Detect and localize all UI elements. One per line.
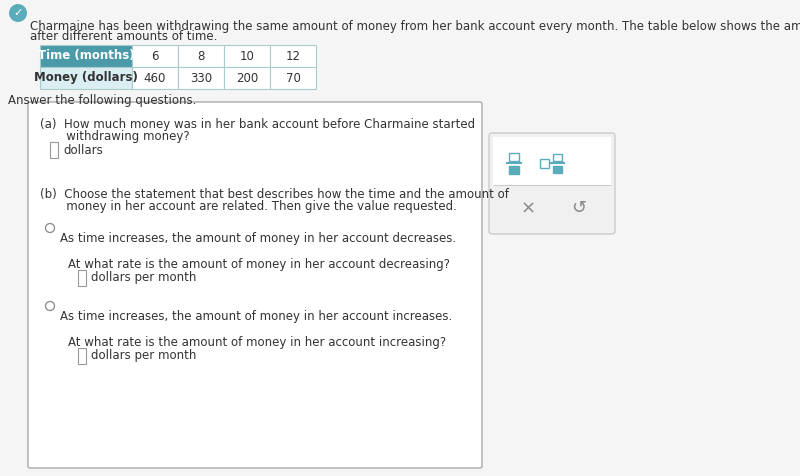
Bar	[178, 67, 224, 89]
Bar	[553, 154, 562, 161]
Text: dollars per month: dollars per month	[91, 349, 196, 363]
Text: Money (dollars): Money (dollars)	[34, 71, 138, 85]
Text: 6: 6	[151, 50, 158, 62]
Text: At what rate is the amount of money in her account decreasing?: At what rate is the amount of money in h…	[68, 258, 450, 271]
Text: withdrawing money?: withdrawing money?	[40, 130, 190, 143]
Text: Time (months): Time (months)	[38, 50, 134, 62]
Text: 330: 330	[190, 71, 212, 85]
Bar	[493, 137, 611, 185]
Text: 200: 200	[236, 71, 258, 85]
Bar	[270, 67, 316, 89]
Circle shape	[9, 4, 27, 22]
Bar	[224, 67, 270, 89]
Bar	[178, 45, 224, 67]
Text: after different amounts of time.: after different amounts of time.	[30, 30, 218, 43]
Text: (b)  Choose the statement that best describes how the time and the amount of: (b) Choose the statement that best descr…	[40, 188, 509, 201]
Bar	[270, 45, 316, 67]
Text: money in her account are related. Then give the value requested.: money in her account are related. Then g…	[40, 200, 457, 213]
Text: As time increases, the amount of money in her account increases.: As time increases, the amount of money i…	[60, 310, 452, 323]
Text: As time increases, the amount of money in her account decreases.: As time increases, the amount of money i…	[60, 232, 456, 245]
Bar	[509, 153, 519, 161]
Text: ×: ×	[521, 199, 535, 217]
Text: dollars: dollars	[63, 143, 102, 157]
Bar	[509, 166, 519, 174]
Text: Charmaine has been withdrawing the same amount of money from her bank account ev: Charmaine has been withdrawing the same …	[30, 20, 800, 33]
Text: 70: 70	[286, 71, 301, 85]
Bar	[132, 67, 178, 89]
Circle shape	[46, 224, 54, 232]
Text: 8: 8	[198, 50, 205, 62]
Text: 460: 460	[144, 71, 166, 85]
Bar	[40, 67, 132, 89]
Text: ✓: ✓	[14, 8, 22, 18]
Bar	[50, 142, 58, 158]
Text: (a)  How much money was in her bank account before Charmaine started: (a) How much money was in her bank accou…	[40, 118, 475, 131]
Bar	[78, 270, 86, 286]
Bar	[540, 159, 549, 168]
Text: ↺: ↺	[571, 199, 586, 217]
Text: dollars per month: dollars per month	[91, 271, 196, 285]
Bar	[40, 45, 132, 67]
Text: At what rate is the amount of money in her account increasing?: At what rate is the amount of money in h…	[68, 336, 446, 349]
FancyBboxPatch shape	[489, 133, 615, 234]
FancyBboxPatch shape	[28, 102, 482, 468]
Bar	[224, 45, 270, 67]
Bar	[553, 166, 562, 173]
Text: 10: 10	[239, 50, 254, 62]
Text: Answer the following questions.: Answer the following questions.	[8, 94, 196, 107]
Bar	[78, 348, 86, 364]
Circle shape	[46, 301, 54, 310]
Bar	[132, 45, 178, 67]
Text: 12: 12	[286, 50, 301, 62]
